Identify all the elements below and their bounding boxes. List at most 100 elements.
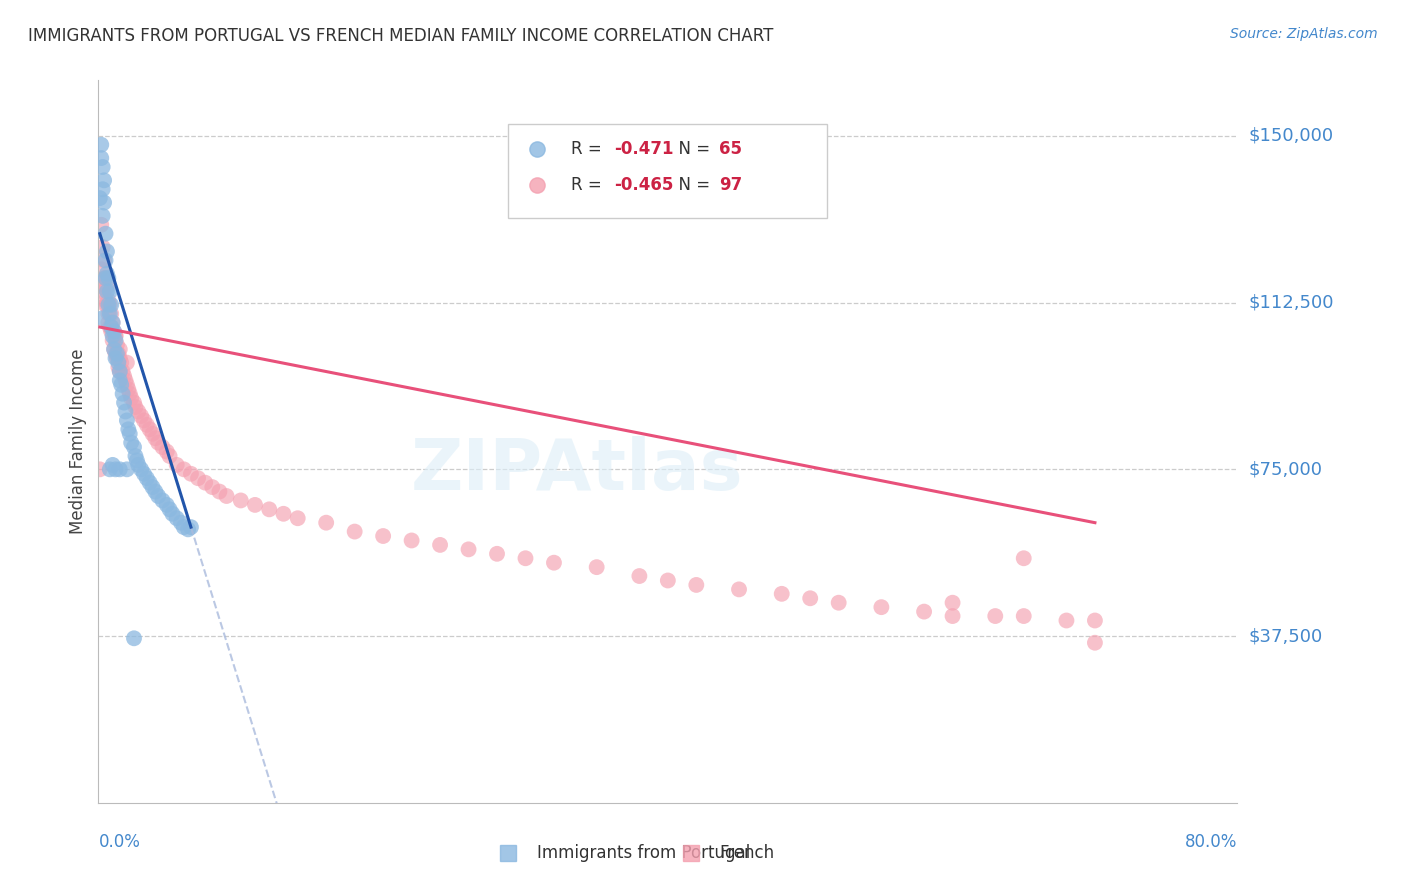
Point [201,480,224,494]
Point [114,404,136,418]
Text: $75,000: $75,000 [1249,460,1323,478]
Point [93,253,115,268]
Point [108,364,131,378]
Point [101,458,124,472]
Point [287,511,309,525]
Point [173,520,195,534]
Point [1012,609,1035,624]
Point [115,356,138,370]
Point [515,551,537,566]
Point [373,529,395,543]
Point [98,285,121,299]
Point [685,578,707,592]
Point [96,285,118,299]
Point [124,400,146,414]
Point [90,218,112,232]
Point [111,364,134,378]
Point [125,453,148,467]
Point [229,493,252,508]
Point [91,209,114,223]
Point [101,334,124,348]
Text: N =: N = [668,140,716,158]
Point [145,431,167,445]
Point [120,391,142,405]
Point [91,311,114,326]
Point [103,325,125,339]
Point [108,462,131,476]
Text: Source: ZipAtlas.com: Source: ZipAtlas.com [1230,27,1378,41]
Point [101,316,124,330]
Point [543,556,565,570]
Text: N =: N = [668,176,716,194]
Text: Immigrants from Portugal: Immigrants from Portugal [537,845,751,863]
Text: 97: 97 [718,176,742,194]
Point [93,271,115,285]
Point [259,502,281,516]
Point [115,377,138,392]
Point [97,316,120,330]
Point [107,360,129,375]
Point [111,386,134,401]
Point [94,271,117,285]
Point [984,609,1007,624]
Point [127,458,149,472]
Point [243,498,266,512]
Point [401,533,423,548]
Point [97,293,120,308]
Point [103,343,125,357]
Point [180,467,202,481]
Point [118,386,141,401]
Point [187,471,209,485]
Point [132,467,155,481]
Point [145,484,167,499]
Point [90,262,112,277]
Point [94,293,117,308]
Point [138,422,160,436]
Point [122,632,145,646]
Point [90,151,112,165]
Point [93,173,115,187]
Point [215,489,238,503]
Point [162,507,184,521]
Y-axis label: Median Family Income: Median Family Income [69,349,87,534]
Point [486,547,509,561]
Point [91,240,114,254]
Point [104,329,127,343]
Point [585,560,607,574]
Point [96,298,118,312]
Point [97,307,120,321]
Point [152,440,174,454]
Point [110,356,132,370]
Text: $112,500: $112,500 [1249,293,1334,311]
Point [90,137,112,152]
Point [107,356,129,370]
Point [770,587,793,601]
Point [105,338,128,352]
Point [1056,614,1078,628]
Point [101,316,124,330]
Point [1084,614,1107,628]
Point [343,524,366,539]
Point [942,609,965,624]
Point [98,307,121,321]
Point [108,351,131,366]
Point [91,280,114,294]
Point [828,596,851,610]
Point [96,267,118,281]
Point [132,413,155,427]
Point [98,462,121,476]
Text: French: French [718,845,775,863]
Point [100,325,122,339]
Point [112,395,135,409]
Point [105,351,128,366]
Point [148,435,170,450]
Point [124,449,146,463]
Point [107,347,129,361]
Point [273,507,295,521]
Point [912,605,935,619]
Point [799,591,821,606]
Point [94,227,117,241]
Point [152,493,174,508]
Point [628,569,651,583]
Point [96,280,118,294]
